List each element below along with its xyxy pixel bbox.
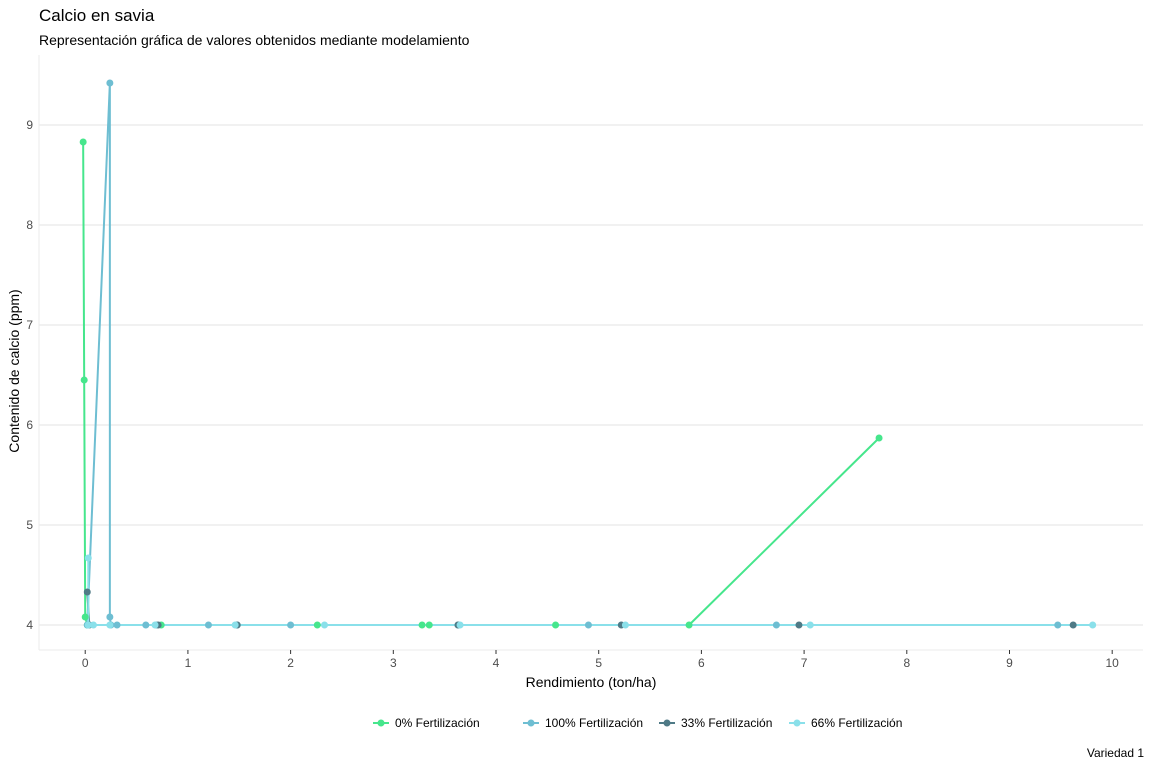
data-point xyxy=(795,621,803,629)
data-point xyxy=(1054,621,1062,629)
legend-key-point xyxy=(527,719,535,727)
data-point xyxy=(106,79,114,87)
data-point xyxy=(106,613,114,621)
data-point xyxy=(231,621,239,629)
x-tick-label: 4 xyxy=(493,656,500,670)
data-point xyxy=(425,621,433,629)
legend-key-point xyxy=(793,719,801,727)
data-point xyxy=(79,138,87,146)
x-axis-title: Rendimiento (ton/ha) xyxy=(526,674,657,690)
legend-label: 0% Fertilización xyxy=(395,716,480,730)
data-point xyxy=(204,621,212,629)
legend-key-point xyxy=(377,719,385,727)
data-point xyxy=(584,621,592,629)
y-tick-label: 8 xyxy=(26,218,33,232)
y-tick-label: 5 xyxy=(26,518,33,532)
data-point xyxy=(1089,621,1097,629)
legend-item: 66% Fertilización xyxy=(789,716,902,730)
data-point xyxy=(113,621,121,629)
legend-label: 100% Fertilización xyxy=(545,716,643,730)
data-point xyxy=(313,621,321,629)
chart-subtitle: Representación gráfica de valores obteni… xyxy=(39,32,470,48)
x-tick-label: 8 xyxy=(903,656,910,670)
chart-title: Calcio en savia xyxy=(39,6,155,25)
data-point xyxy=(685,621,693,629)
data-point xyxy=(456,621,464,629)
data-point xyxy=(106,621,114,629)
legend-item: 33% Fertilización xyxy=(659,716,772,730)
legend-item: 0% Fertilización xyxy=(373,716,480,730)
legend-item: 100% Fertilización xyxy=(523,716,643,730)
data-point xyxy=(84,621,92,629)
y-axis-title: Contenido de calcio (ppm) xyxy=(6,289,22,452)
legend: 0% Fertilización 100% Fertilización 33% Fe… xyxy=(373,716,902,730)
data-point xyxy=(772,621,780,629)
series-line-0 xyxy=(82,141,880,626)
caption: Variedad 1 xyxy=(1086,746,1144,760)
x-tick-label: 2 xyxy=(287,656,294,670)
data-point xyxy=(1069,621,1077,629)
y-tick-label: 7 xyxy=(26,318,33,332)
data-point xyxy=(875,434,883,442)
legend-label: 66% Fertilización xyxy=(811,716,902,730)
x-tick-label: 0 xyxy=(82,656,89,670)
x-tick-label: 10 xyxy=(1106,656,1120,670)
data-point xyxy=(151,621,159,629)
data-point xyxy=(80,376,88,384)
y-tick-label: 9 xyxy=(26,118,33,132)
ticks-layer: 4 5 6 7 8 9 0 1 2 3 4 5 6 7 8 9 10 xyxy=(26,118,1119,670)
data-point xyxy=(552,621,560,629)
series-line-2 xyxy=(86,591,1074,626)
series-line-1 xyxy=(86,82,1058,626)
data-point xyxy=(81,613,89,621)
data-point xyxy=(418,621,426,629)
data-point xyxy=(320,621,328,629)
data-point xyxy=(287,621,295,629)
y-tick-label: 4 xyxy=(26,618,33,632)
data-point xyxy=(142,621,150,629)
x-tick-label: 6 xyxy=(698,656,705,670)
series-layer xyxy=(79,79,1097,629)
series-line-3 xyxy=(87,558,1093,626)
data-point xyxy=(83,588,91,596)
data-point xyxy=(806,621,814,629)
grid-layer xyxy=(38,55,1143,651)
x-tick-label: 9 xyxy=(1006,656,1013,670)
legend-key-point xyxy=(663,719,671,727)
x-tick-label: 5 xyxy=(595,656,602,670)
legend-label: 33% Fertilización xyxy=(681,716,772,730)
x-tick-label: 7 xyxy=(801,656,808,670)
y-tick-label: 6 xyxy=(26,418,33,432)
data-point xyxy=(89,621,97,629)
data-point xyxy=(84,554,92,562)
x-tick-label: 1 xyxy=(185,656,192,670)
data-point xyxy=(621,621,629,629)
x-tick-label: 3 xyxy=(390,656,397,670)
